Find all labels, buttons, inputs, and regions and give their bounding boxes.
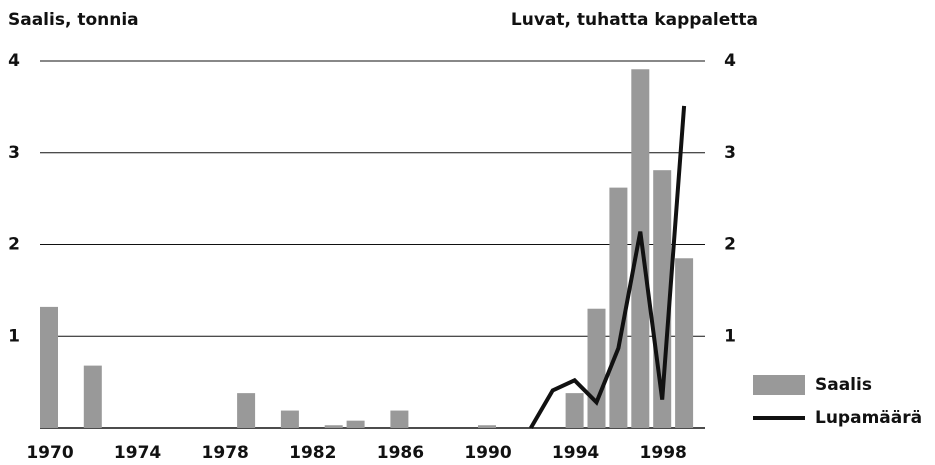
y2-tick-label: 1	[724, 326, 736, 346]
y-tick-label: 2	[8, 235, 20, 255]
bar	[565, 393, 584, 428]
x-tick-label: 1990	[464, 443, 511, 463]
x-tick-label: 1970	[26, 443, 73, 463]
x-tick-label: 1986	[377, 443, 424, 463]
y-tick-label: 3	[8, 143, 20, 163]
x-tick-label: 1994	[552, 443, 599, 463]
y2-axis-label: Luvat, tuhatta kappaletta	[511, 10, 758, 30]
bar	[478, 425, 496, 428]
legend-label: Lupamäärä	[815, 408, 922, 428]
bar	[346, 420, 365, 428]
x-tick-label: 1974	[114, 443, 161, 463]
x-tick-label: 1998	[640, 443, 687, 463]
bar	[390, 410, 409, 428]
bar	[631, 69, 650, 428]
y-tick-label: 1	[8, 326, 20, 346]
bar	[675, 258, 694, 428]
y2-tick-label: 3	[724, 143, 736, 163]
x-tick-label: 1978	[202, 443, 249, 463]
y-tick-label: 4	[8, 51, 20, 71]
bar	[83, 365, 102, 428]
line	[529, 105, 687, 430]
bar	[324, 425, 343, 428]
bar	[280, 410, 299, 428]
y2-tick-label: 4	[724, 51, 736, 71]
bar	[609, 187, 628, 428]
y2-tick-label: 2	[724, 235, 736, 255]
y-axis-label: Saalis, tonnia	[8, 10, 139, 30]
bar	[587, 308, 606, 428]
bar	[40, 306, 58, 428]
legend-label: Saalis	[815, 375, 872, 395]
bar	[237, 393, 256, 428]
legend-swatch	[753, 375, 805, 395]
x-tick-label: 1982	[289, 443, 336, 463]
